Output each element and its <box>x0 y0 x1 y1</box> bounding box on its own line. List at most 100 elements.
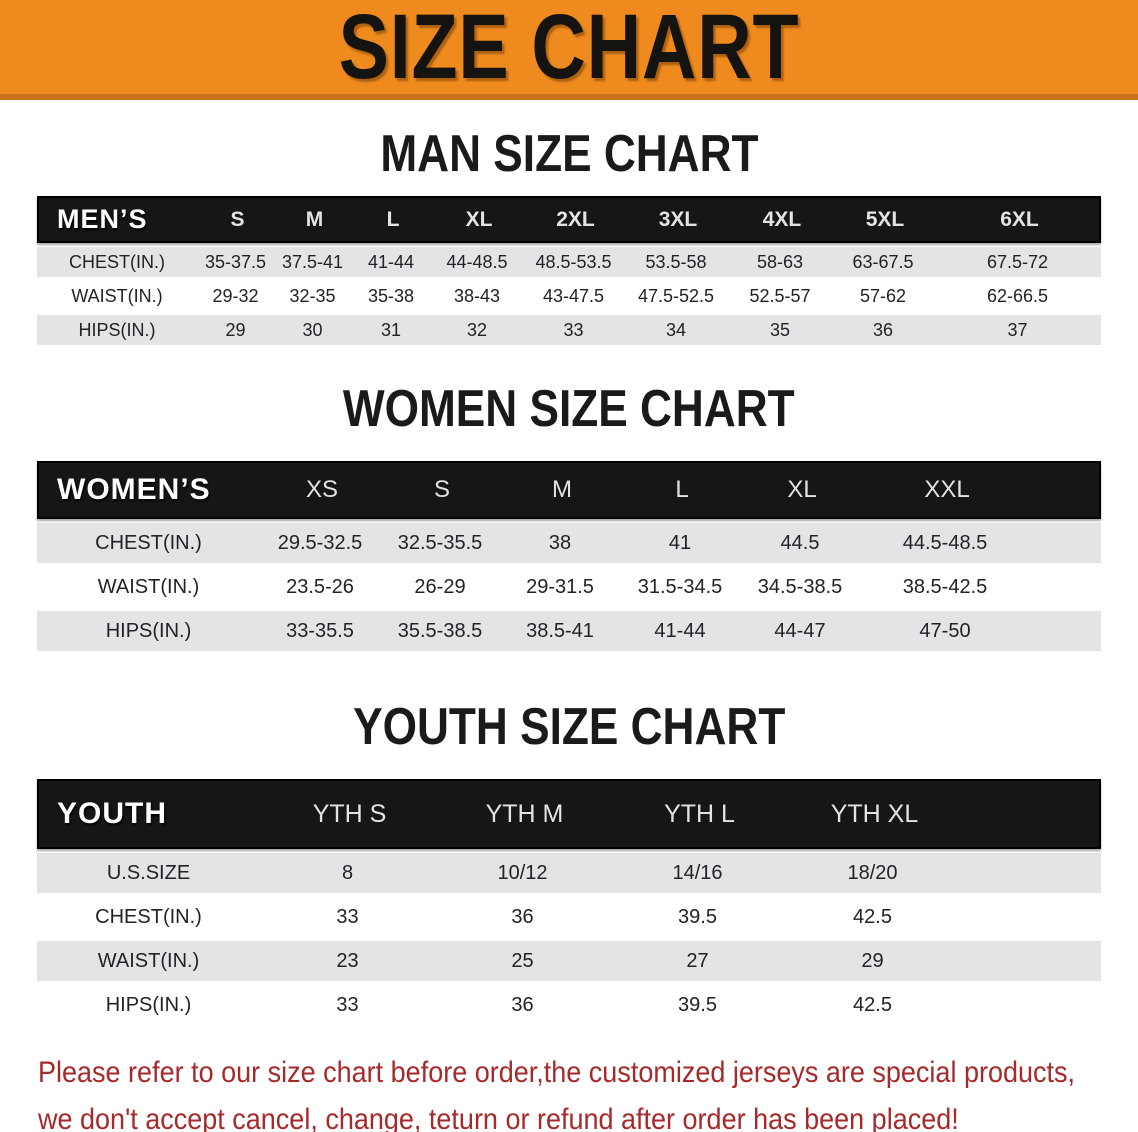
men-size-header-4xl: 4XL <box>762 207 802 231</box>
row-label: HIPS(IN.) <box>105 619 192 642</box>
women-chest-m: 38 <box>548 531 572 554</box>
men-hips-m: 30 <box>302 319 323 340</box>
men-hips-5xl: 36 <box>872 319 894 340</box>
men-chest-m: 37.5-41 <box>281 251 344 272</box>
youth-hips-m: 36 <box>511 993 534 1016</box>
youth-size-header-s: YTH S <box>312 799 387 828</box>
size-chart-banner: SIZE CHART <box>0 0 1138 100</box>
men-size-header-l: L <box>386 207 400 231</box>
men-chest-l: 41-44 <box>367 251 415 272</box>
men-chest-3xl: 53.5-58 <box>645 251 707 272</box>
men-hips-row: HIPS(IN.) 29 30 31 32 33 34 35 36 37 <box>37 315 1101 345</box>
men-section-heading-text: MAN SIZE CHART <box>379 125 759 183</box>
youth-hips-s: 33 <box>336 993 359 1016</box>
youth-ussize-s: 8 <box>341 861 354 884</box>
women-waist-m: 29-31.5 <box>526 575 594 598</box>
disclaimer-line-1: Please refer to our size chart before or… <box>38 1056 1076 1089</box>
men-hips-s: 29 <box>225 319 246 340</box>
women-chest-l: 41 <box>668 531 692 554</box>
youth-waist-xl: 29 <box>861 949 884 972</box>
women-hips-xl: 44-47 <box>774 619 826 642</box>
row-label: U.S.SIZE <box>106 861 191 884</box>
disclaimer-line-2: we don't accept cancel, change, teturn o… <box>38 1103 959 1132</box>
youth-ussize-row: U.S.SIZE 8 10/12 14/16 18/20 <box>37 853 1101 893</box>
women-waist-xl: 34.5-38.5 <box>757 575 843 598</box>
men-waist-3xl: 47.5-52.5 <box>637 285 715 306</box>
men-waist-xl: 38-43 <box>453 285 501 306</box>
disclaimer-note: Please refer to our size chart before or… <box>38 1049 1138 1132</box>
women-group-label: WOMEN’S <box>57 473 211 506</box>
youth-size-header-xl: YTH XL <box>830 799 919 828</box>
youth-waist-m: 25 <box>511 949 534 972</box>
men-hips-4xl: 35 <box>769 319 791 340</box>
women-section-heading: WOMEN SIZE CHART <box>0 383 1138 435</box>
row-label: CHEST(IN.) <box>69 251 165 272</box>
youth-chest-m: 36 <box>511 905 534 928</box>
men-hips-3xl: 34 <box>665 319 687 340</box>
women-table-header-bar: WOMEN’S XS S M L XL XXL <box>37 461 1101 519</box>
row-label: WAIST(IN.) <box>97 575 200 598</box>
men-size-header-m: M <box>305 207 324 231</box>
women-waist-row: WAIST(IN.) 23.5-26 26-29 29-31.5 31.5-34… <box>37 567 1101 607</box>
men-size-table: MEN’S S M L XL 2XL 3XL 4XL 5XL 6XL CHEST… <box>37 196 1101 345</box>
row-label: HIPS(IN.) <box>105 993 192 1016</box>
men-chest-5xl: 63-67.5 <box>852 251 914 272</box>
page-title: SIZE CHART <box>338 0 800 98</box>
men-waist-m: 32-35 <box>289 285 336 306</box>
women-size-header-s: S <box>433 476 450 503</box>
men-section-heading: MAN SIZE CHART <box>0 128 1138 180</box>
women-chest-row: CHEST(IN.) 29.5-32.5 32.5-35.5 38 41 44.… <box>37 523 1101 563</box>
men-size-header-2xl: 2XL <box>556 207 595 231</box>
youth-chest-l: 39.5 <box>678 905 717 928</box>
youth-chest-s: 33 <box>336 905 359 928</box>
women-size-header-xxl: XXL <box>924 476 970 503</box>
men-waist-4xl: 52.5-57 <box>749 285 811 306</box>
men-size-header-5xl: 5XL <box>865 207 905 231</box>
row-label: HIPS(IN.) <box>78 319 156 340</box>
youth-chest-xl: 42.5 <box>853 905 892 928</box>
men-size-header-xl: XL <box>465 207 493 231</box>
men-table-header-bar: MEN’S S M L XL 2XL 3XL 4XL 5XL 6XL <box>37 196 1101 243</box>
men-chest-xl: 44-48.5 <box>446 251 508 272</box>
women-hips-row: HIPS(IN.) 33-35.5 35.5-38.5 38.5-41 41-4… <box>37 611 1101 651</box>
men-size-header-6xl: 6XL <box>1000 207 1039 231</box>
men-chest-4xl: 58-63 <box>756 251 804 272</box>
women-hips-l: 41-44 <box>654 619 706 642</box>
men-waist-5xl: 57-62 <box>859 285 907 306</box>
men-size-header-s: S <box>230 207 245 231</box>
women-hips-m: 38.5-41 <box>526 619 594 642</box>
men-size-header-3xl: 3XL <box>658 207 698 231</box>
youth-section-heading-text: YOUTH SIZE CHART <box>352 698 786 756</box>
women-hips-xxl: 47-50 <box>919 619 971 642</box>
women-size-header-l: L <box>675 476 689 503</box>
youth-ussize-m: 10/12 <box>497 861 548 884</box>
women-size-table: WOMEN’S XS S M L XL XXL CHEST(IN.) 29.5-… <box>37 461 1101 651</box>
men-hips-l: 31 <box>380 319 402 340</box>
youth-waist-l: 27 <box>686 949 709 972</box>
women-size-header-xl: XL <box>787 476 817 503</box>
youth-group-label: YOUTH <box>57 797 167 830</box>
youth-ussize-xl: 18/20 <box>847 861 898 884</box>
youth-table-header-bar: YOUTH YTH S YTH M YTH L YTH XL <box>37 779 1101 849</box>
women-section-heading-text: WOMEN SIZE CHART <box>343 380 795 438</box>
row-label: WAIST(IN.) <box>97 949 200 972</box>
women-waist-s: 26-29 <box>414 575 466 598</box>
men-hips-xl: 32 <box>466 319 488 340</box>
women-waist-l: 31.5-34.5 <box>637 575 723 598</box>
men-waist-row: WAIST(IN.) 29-32 32-35 35-38 38-43 43-47… <box>37 281 1101 311</box>
women-hips-s: 35.5-38.5 <box>397 619 483 642</box>
women-hips-xs: 33-35.5 <box>286 619 354 642</box>
men-hips-2xl: 33 <box>563 319 584 340</box>
youth-hips-xl: 42.5 <box>853 993 892 1016</box>
youth-size-header-l: YTH L <box>664 799 735 828</box>
men-chest-s: 35-37.5 <box>204 251 267 272</box>
youth-size-header-m: YTH M <box>485 799 564 828</box>
women-chest-s: 32.5-35.5 <box>397 531 483 554</box>
women-waist-xxl: 38.5-42.5 <box>902 575 988 598</box>
women-chest-xl: 44.5 <box>780 531 820 554</box>
youth-size-table: YOUTH YTH S YTH M YTH L YTH XL U.S.SIZE … <box>37 779 1101 1025</box>
row-label: CHEST(IN.) <box>95 905 202 928</box>
men-group-label: MEN’S <box>57 204 148 234</box>
women-size-header-m: M <box>552 476 572 503</box>
